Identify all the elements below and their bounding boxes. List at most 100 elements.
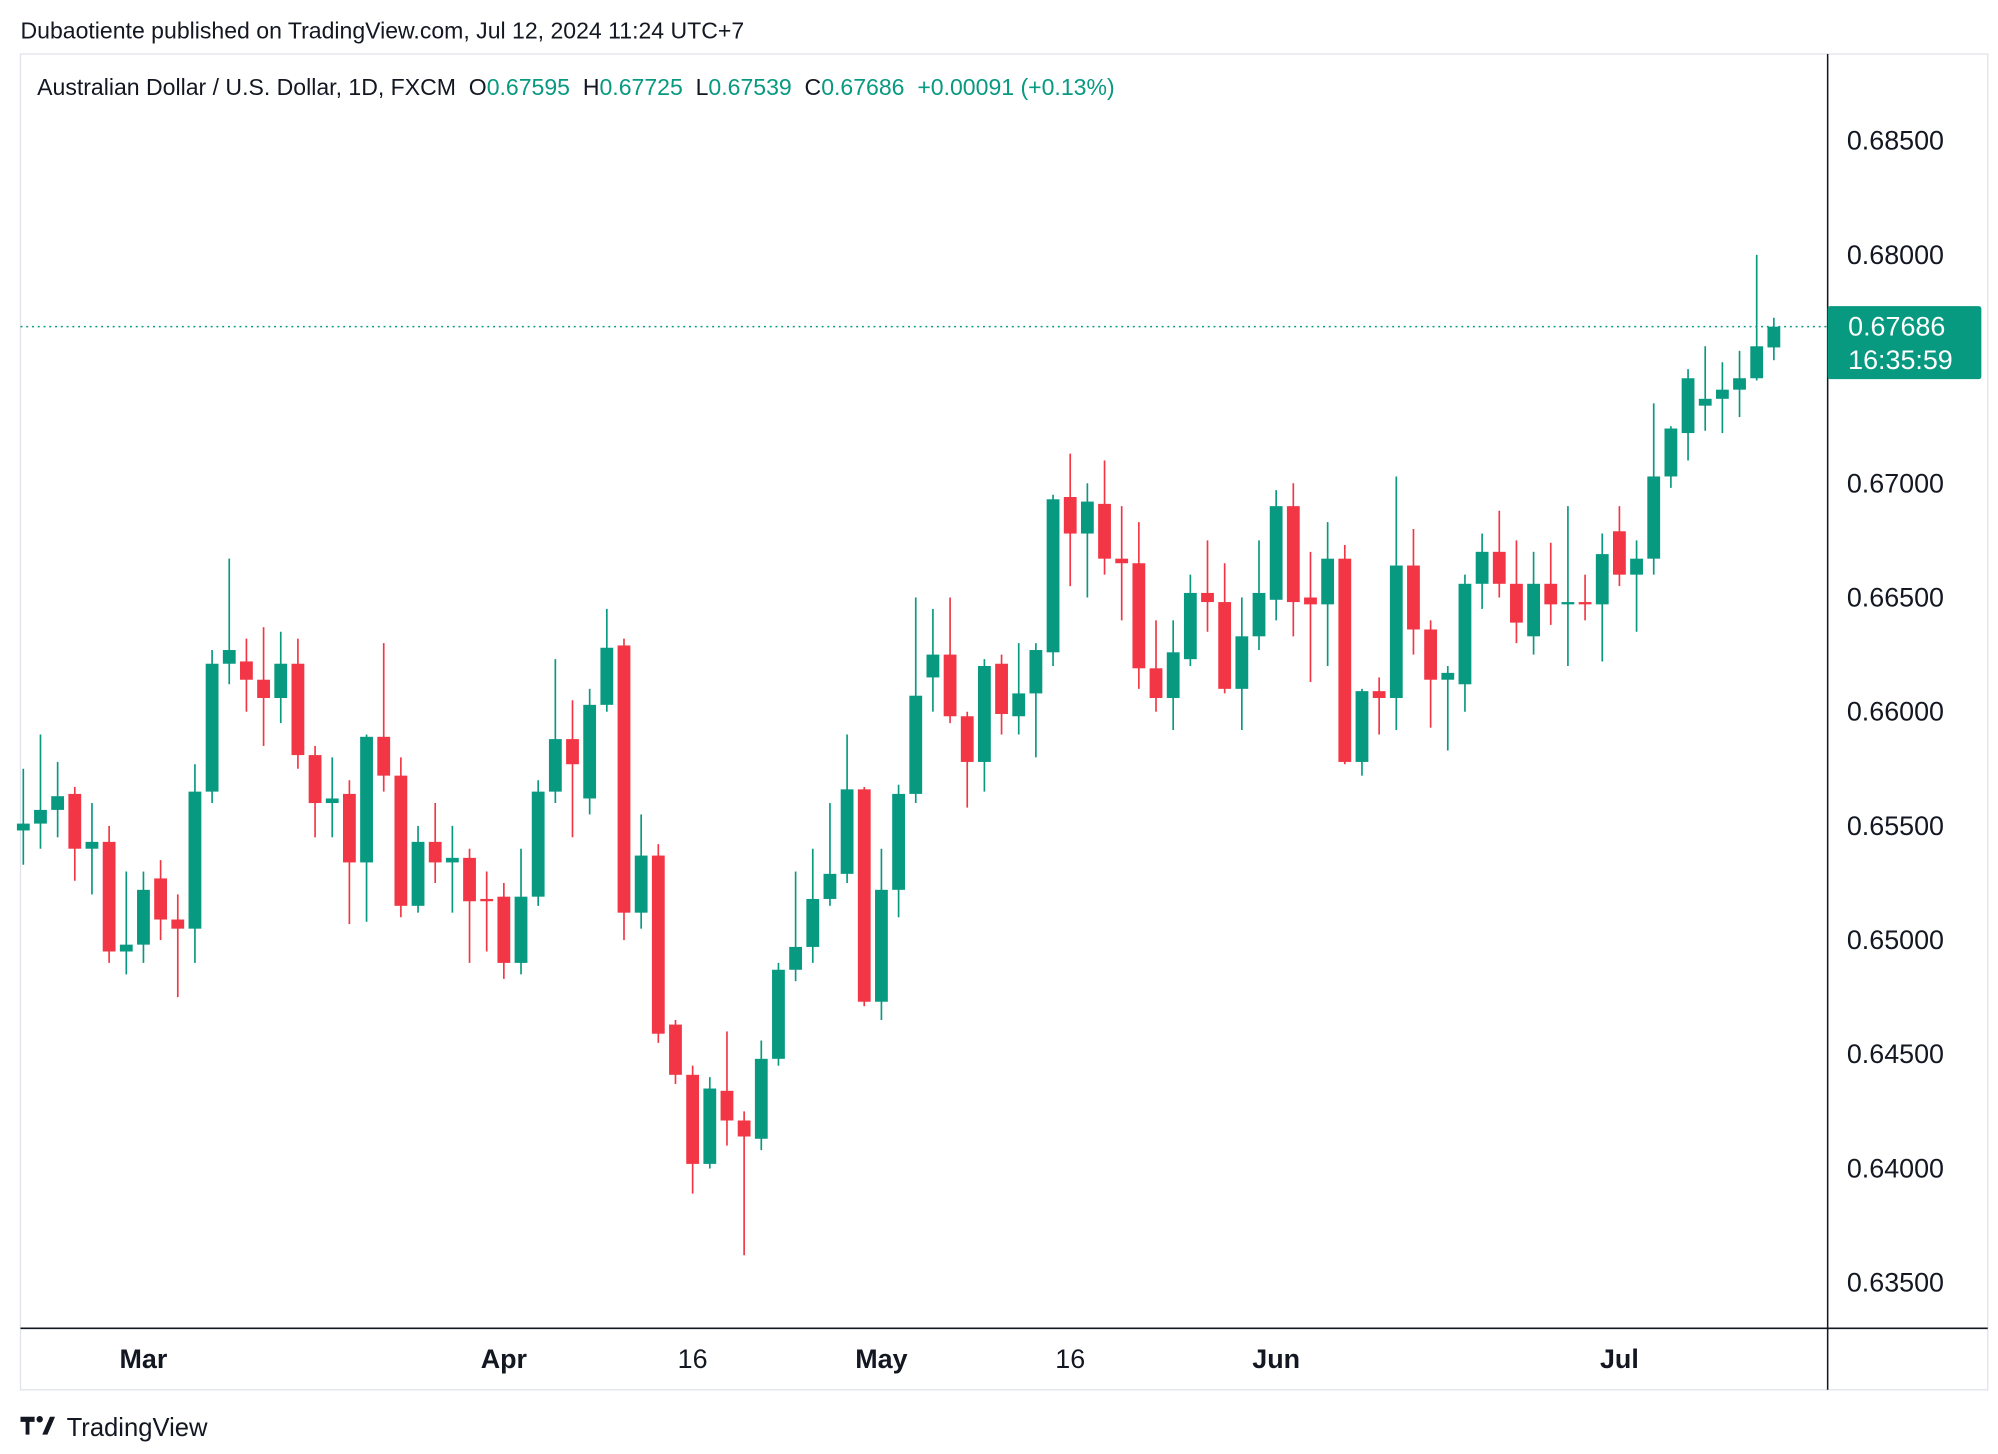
x-tick-label: Jun bbox=[1252, 1344, 1300, 1374]
chart-frame bbox=[19, 53, 1989, 1391]
candle-body bbox=[857, 789, 871, 1002]
ohlc-label: H bbox=[583, 74, 600, 100]
candle-body bbox=[1269, 506, 1283, 600]
candle-body bbox=[1544, 583, 1558, 605]
candle-body bbox=[583, 704, 597, 799]
candle-body bbox=[1578, 602, 1592, 605]
candle-body bbox=[325, 798, 339, 804]
candle-body bbox=[1613, 531, 1626, 575]
y-tick-label: 0.68000 bbox=[1847, 240, 1944, 270]
candle-body bbox=[1304, 597, 1317, 605]
candle-body bbox=[823, 873, 837, 899]
candle-body bbox=[1389, 565, 1403, 698]
y-tick-label: 0.67000 bbox=[1847, 468, 1944, 498]
candle-body bbox=[1595, 554, 1609, 605]
candle-body bbox=[1235, 636, 1249, 689]
candle-body bbox=[257, 679, 270, 698]
footer-brand: TradingView bbox=[67, 1414, 208, 1442]
candle-body bbox=[789, 946, 803, 970]
candle-body bbox=[1012, 693, 1026, 717]
candle-body bbox=[651, 855, 665, 1034]
candle-body bbox=[497, 896, 511, 963]
y-tick-label: 0.65000 bbox=[1847, 925, 1944, 955]
candle-body bbox=[1510, 583, 1523, 623]
candle-body bbox=[1286, 506, 1300, 603]
candle-body bbox=[1166, 652, 1180, 698]
candle-body bbox=[68, 793, 82, 849]
candle-body bbox=[1098, 503, 1111, 559]
candle-body bbox=[806, 898, 820, 947]
published-note: Dubaotiente published on TradingView.com… bbox=[20, 18, 744, 44]
candle-body bbox=[240, 661, 253, 680]
candle-body bbox=[1647, 476, 1661, 559]
candle-body bbox=[1372, 691, 1386, 698]
candle-body bbox=[1424, 629, 1438, 680]
y-tick-label: 0.63500 bbox=[1847, 1268, 1944, 1298]
candle-body bbox=[548, 739, 562, 792]
candle-body bbox=[171, 919, 185, 929]
ohlc-label: C bbox=[805, 74, 822, 100]
candle-body bbox=[1715, 389, 1729, 399]
x-tick-label: Mar bbox=[120, 1344, 168, 1374]
candle-body bbox=[1338, 558, 1352, 762]
candle-body bbox=[943, 654, 957, 717]
candle-body bbox=[308, 755, 322, 804]
last-price-label: 0.67686 bbox=[1848, 312, 1945, 342]
candle-body bbox=[188, 791, 202, 929]
candle-body bbox=[1252, 592, 1266, 637]
ohlc-value: 0.67539 bbox=[708, 74, 791, 100]
x-tick-label: May bbox=[855, 1344, 907, 1374]
candle-body bbox=[1063, 497, 1077, 534]
ohlc-value: 0.67686 bbox=[821, 74, 904, 100]
x-tick-label: Apr bbox=[481, 1344, 528, 1374]
candle-body bbox=[600, 647, 614, 705]
candle-body bbox=[1115, 558, 1129, 564]
candle-body bbox=[669, 1024, 682, 1075]
candle-body bbox=[463, 857, 476, 902]
ohlc-label: L bbox=[696, 74, 709, 100]
change: +0.00091 (+0.13%) bbox=[917, 74, 1114, 100]
candle-body bbox=[1132, 563, 1146, 669]
candle-body bbox=[772, 969, 785, 1059]
candle-body bbox=[909, 695, 923, 794]
candle-body bbox=[16, 823, 30, 831]
candle-body bbox=[1698, 398, 1712, 406]
ohlc-label: O bbox=[469, 74, 487, 100]
candle-body bbox=[720, 1090, 734, 1121]
candle-body bbox=[531, 791, 545, 897]
candle-body bbox=[960, 716, 974, 762]
candle-body bbox=[617, 645, 631, 913]
candle-body bbox=[1441, 672, 1455, 680]
candle-body bbox=[1733, 378, 1746, 390]
candle-body bbox=[411, 841, 425, 906]
candle-body bbox=[1750, 346, 1764, 379]
candle-body bbox=[1080, 501, 1094, 534]
candle-body bbox=[360, 736, 373, 863]
candle-body bbox=[119, 944, 133, 952]
candle-body bbox=[1046, 499, 1060, 653]
x-tick-label: 16 bbox=[1055, 1344, 1085, 1374]
candle-body bbox=[377, 736, 391, 776]
candle-body bbox=[1218, 602, 1232, 689]
candle-body bbox=[85, 841, 99, 849]
candle-body bbox=[1767, 326, 1781, 348]
candle-body bbox=[1321, 558, 1335, 605]
candle-body bbox=[51, 796, 65, 810]
candle-body bbox=[1664, 428, 1678, 477]
candle-body bbox=[875, 889, 888, 1002]
candle-body bbox=[394, 775, 408, 906]
candle-body bbox=[1183, 592, 1197, 660]
candle-body bbox=[1681, 378, 1695, 434]
candle-body bbox=[1355, 691, 1369, 762]
logo-dot bbox=[36, 1416, 43, 1423]
candle-body bbox=[514, 896, 528, 963]
candle-body bbox=[634, 855, 648, 913]
logo-t bbox=[20, 1416, 35, 1435]
y-tick-label: 0.66500 bbox=[1847, 582, 1944, 612]
candle-body bbox=[1527, 583, 1540, 637]
ohlc-value: 0.67595 bbox=[487, 74, 570, 100]
candle-body bbox=[222, 650, 236, 664]
countdown-label: 16:35:59 bbox=[1848, 345, 1953, 375]
